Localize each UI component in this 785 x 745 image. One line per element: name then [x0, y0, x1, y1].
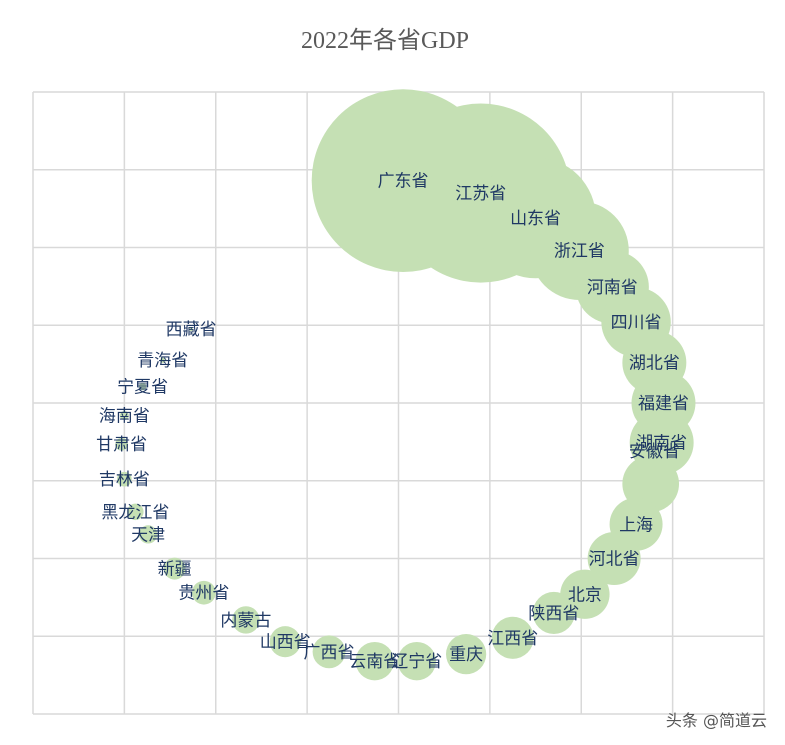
bubble-label: 海南省: [99, 406, 150, 426]
chart-labels: 广东省江苏省山东省浙江省河南省四川省湖北省福建省湖南省安徽省上海河北省北京陕西省…: [96, 172, 689, 672]
bubble-label: 重庆: [449, 645, 483, 665]
bubble-label: 河北省: [589, 550, 640, 570]
bubble-label: 宁夏省: [117, 378, 168, 398]
bubble-label: 西藏省: [166, 320, 217, 340]
bubble-label: 江西省: [487, 629, 538, 649]
bubble: [232, 606, 260, 634]
bubble: [119, 410, 129, 421]
bubble-label: 吉林省: [99, 470, 150, 490]
bubble-label: 山西省: [260, 633, 311, 653]
bubble: [115, 437, 129, 451]
bubble-label: 内蒙古: [220, 611, 271, 631]
bubble-label: 江苏省: [455, 184, 506, 204]
bubble: [312, 635, 346, 669]
bubble-label: 甘肃省: [96, 435, 147, 455]
bubble: [532, 591, 575, 634]
bubble-label: 上海: [619, 515, 653, 535]
bubble-label: 广西省: [304, 643, 355, 663]
bubble-label: 浙江省: [554, 242, 605, 262]
bubble-label: 安徽省: [629, 442, 680, 462]
bubble: [160, 357, 166, 363]
bubble: [269, 626, 301, 658]
bubble-label: 云南省: [349, 652, 400, 672]
bubble-label: 四川省: [611, 313, 662, 333]
bubble-label: 湖南省: [636, 434, 687, 454]
bubble: [653, 450, 656, 453]
bubble-label: 青海省: [137, 351, 188, 371]
chart-title: 2022年各省GDP: [301, 27, 469, 54]
bubble-label: 福建省: [638, 394, 689, 414]
bubble: [587, 532, 641, 585]
bubble: [191, 580, 216, 605]
bubble-label: 辽宁省: [391, 652, 442, 672]
bubble-label: 贵州省: [178, 584, 229, 604]
bubble: [117, 471, 132, 487]
bubble-label: 北京: [568, 585, 602, 605]
bubble: [138, 383, 147, 391]
bubble-label: 黑龙江省: [101, 503, 169, 523]
bubble-label: 天津: [131, 525, 165, 545]
bubble-label: 广东省: [378, 172, 429, 192]
bubble: [189, 327, 193, 331]
watermark: 头条 @简道云: [665, 711, 767, 730]
bubble-label: 山东省: [510, 209, 561, 229]
bubble: [397, 641, 436, 681]
bubble: [491, 616, 534, 659]
bubble-label: 陕西省: [528, 604, 579, 624]
bubble: [138, 525, 158, 544]
bubble-label: 河南省: [587, 278, 638, 298]
bubble-label: 湖北省: [629, 354, 680, 374]
bubble: [446, 634, 487, 675]
bubble: [163, 557, 186, 580]
bubble: [127, 503, 144, 521]
bubble: [355, 641, 394, 681]
bubble-label: 新疆: [158, 560, 192, 580]
chart-bubbles: [115, 89, 696, 681]
